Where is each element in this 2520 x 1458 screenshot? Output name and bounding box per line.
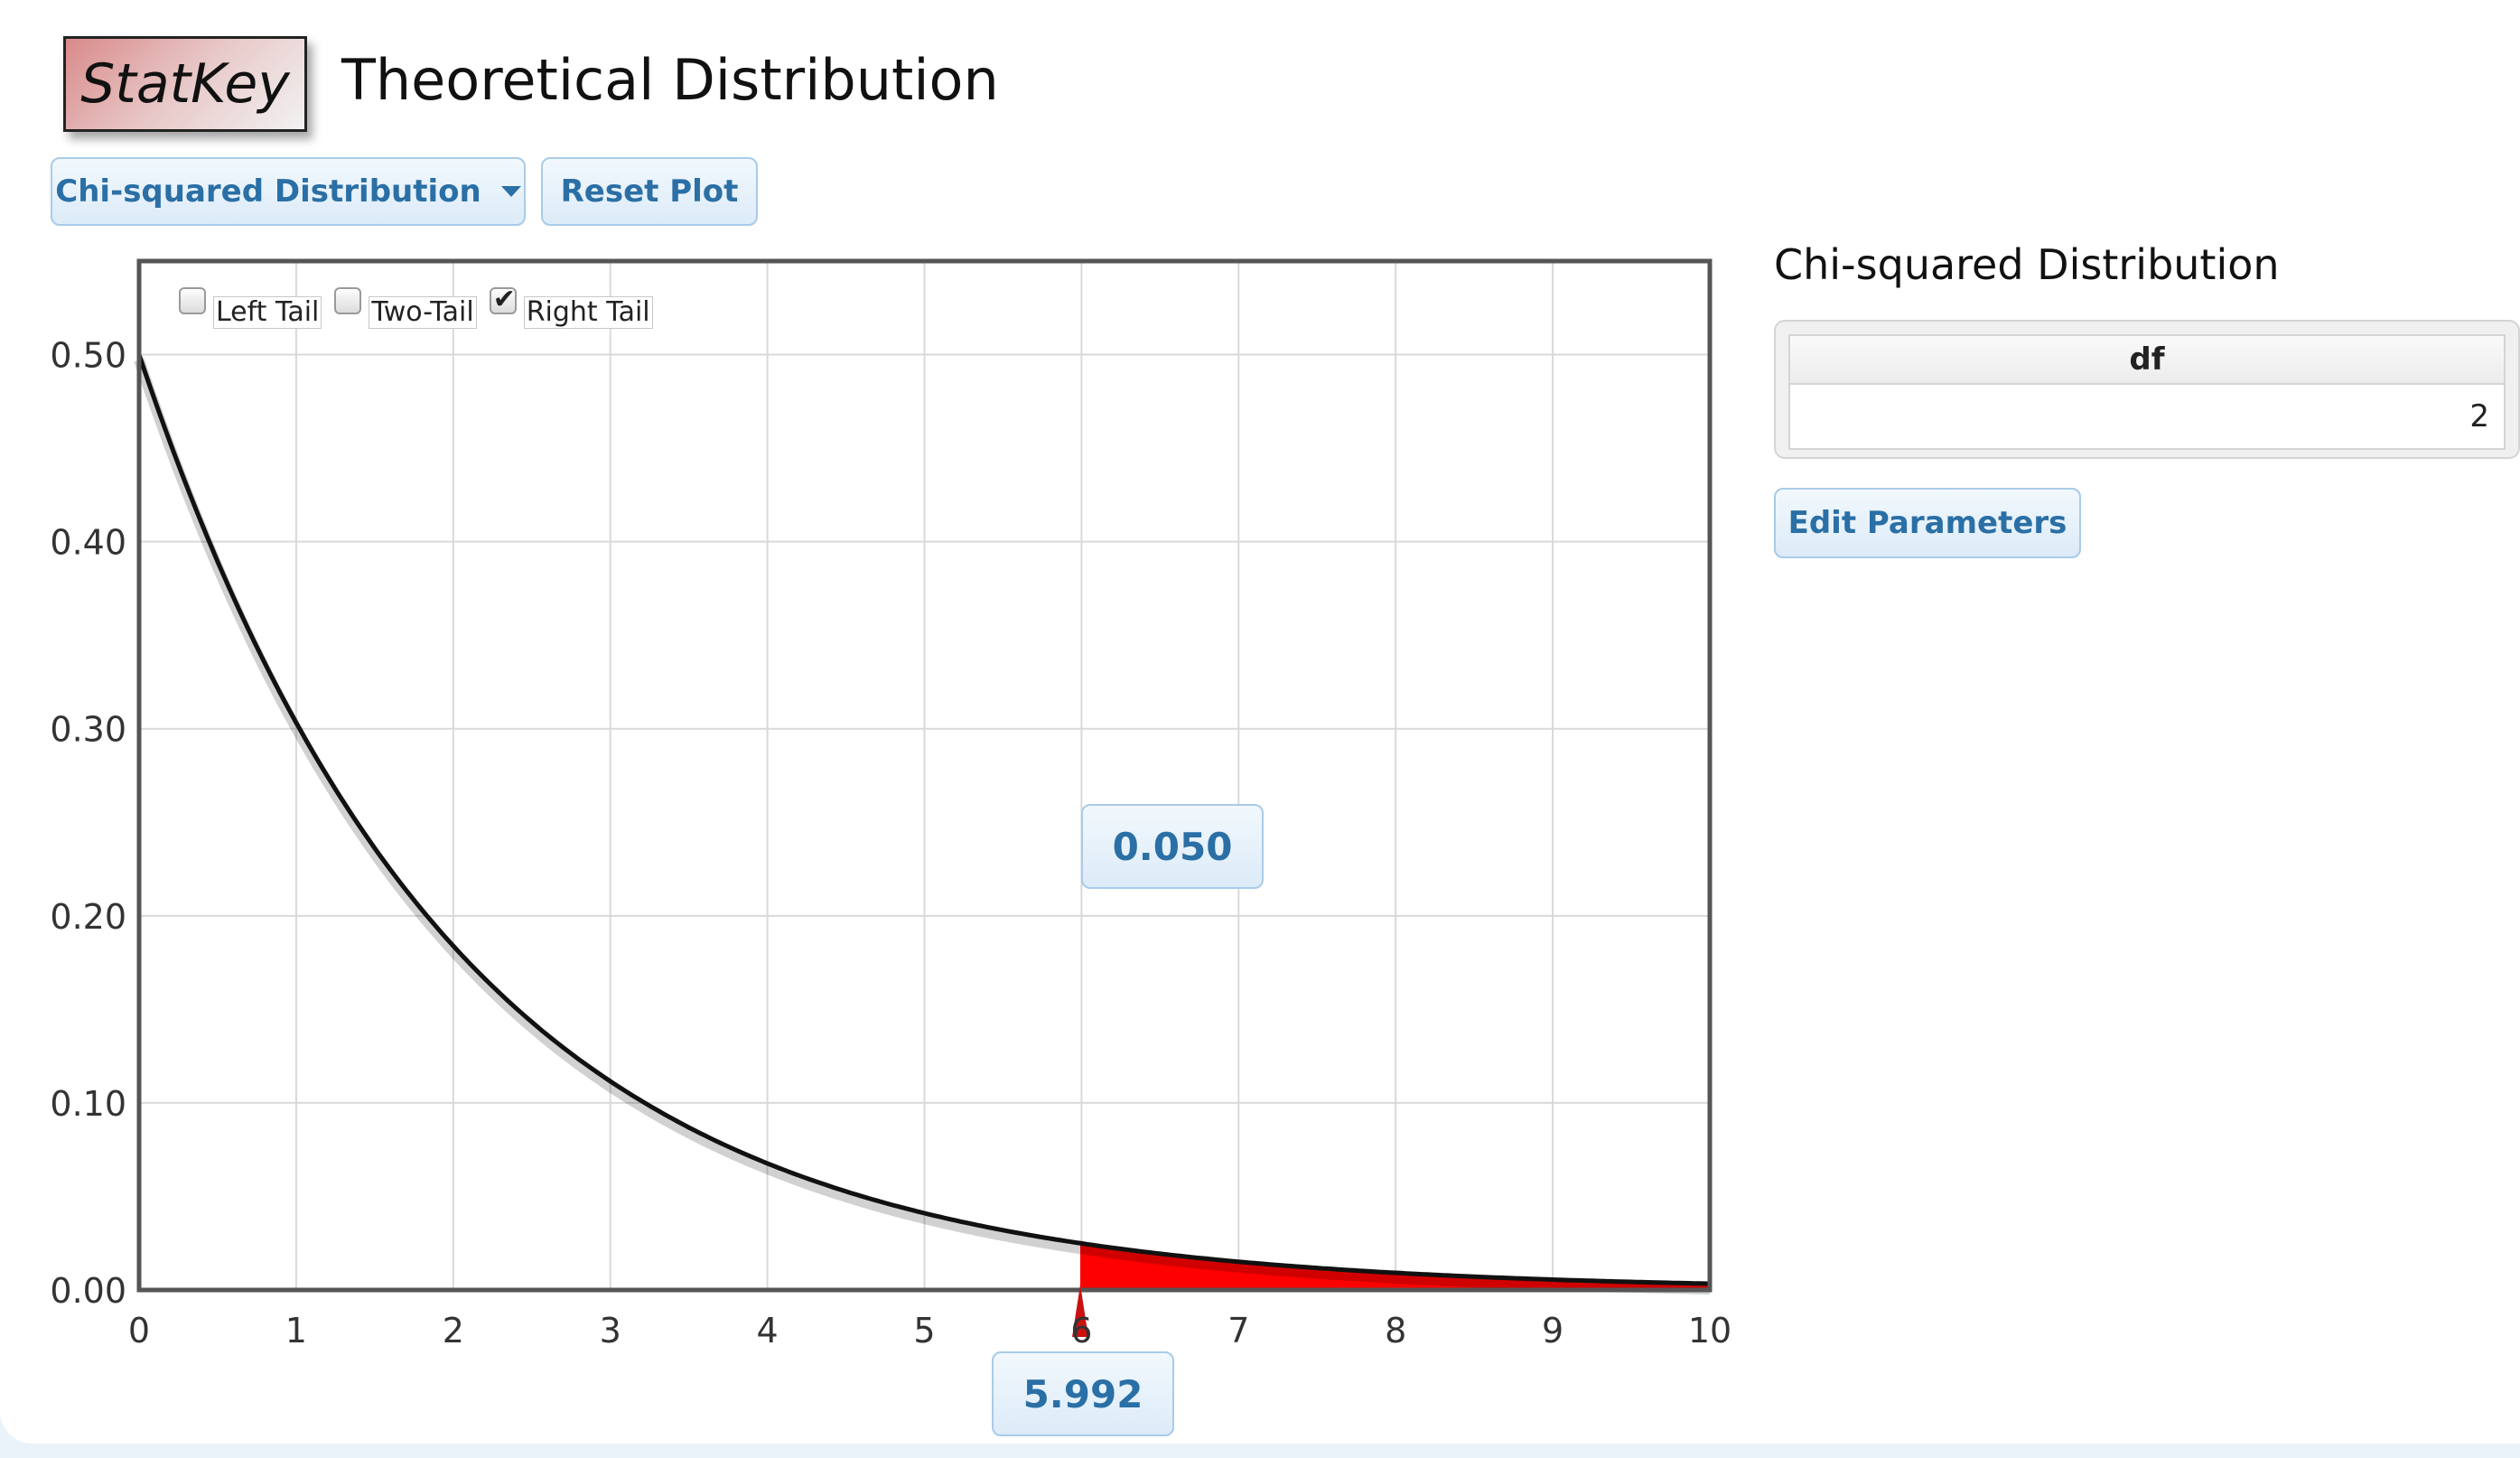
panel-title: Chi-squared Distribution [1774, 240, 2280, 289]
x-tick-label-3: 3 [600, 1311, 621, 1351]
x-tick-label-6: 6 [1070, 1311, 1092, 1351]
y-tick-label-3: 0.30 [50, 710, 126, 750]
density-curve [136, 353, 1711, 1286]
x-tick-label-7: 7 [1227, 1311, 1249, 1351]
x-tick-label-5: 5 [913, 1311, 935, 1351]
x-tick-label-0: 0 [128, 1311, 150, 1351]
reset-plot-button[interactable]: Reset Plot [541, 157, 758, 226]
x-tick-label-2: 2 [443, 1311, 464, 1351]
two-tail-checkbox[interactable] [334, 287, 362, 314]
right-tail-option[interactable]: Right Tail [489, 284, 653, 329]
distribution-dropdown[interactable]: Chi-squared Distribution [51, 157, 526, 226]
y-tick-label-2: 0.20 [50, 897, 126, 937]
x-tick-label-9: 9 [1542, 1311, 1563, 1351]
page-title: Theoretical Distribution [341, 47, 999, 113]
df-header: df [1788, 334, 2506, 385]
statkey-logo[interactable]: StatKey [63, 36, 307, 132]
y-tick-label-1: 0.10 [50, 1084, 126, 1124]
y-tick-label-0: 0.00 [50, 1271, 126, 1311]
cutoff-value[interactable]: 5.992 [992, 1351, 1174, 1436]
x-tick-label-1: 1 [285, 1311, 307, 1351]
two-tail-label: Two-Tail [369, 296, 477, 329]
parameter-table: df 2 [1788, 334, 2506, 450]
left-tail-option[interactable]: Left Tail [179, 287, 322, 329]
right-tail-label: Right Tail [523, 296, 653, 329]
tail-area-value[interactable]: 0.050 [1081, 804, 1264, 889]
x-tick-label-10: 10 [1688, 1311, 1731, 1351]
parameter-panel: df 2 [1774, 320, 2520, 459]
density-curve-shadow [134, 358, 1711, 1294]
x-tick-label-8: 8 [1385, 1311, 1406, 1351]
tail-options: Left Tail Two-Tail Right Tail [179, 284, 666, 329]
distribution-dropdown-label: Chi-squared Distribution [55, 173, 481, 210]
shaded-tail-region [1080, 1243, 1710, 1290]
y-tick-label-5: 0.50 [50, 336, 126, 376]
caret-down-icon [500, 186, 521, 197]
cutoff-marker [1072, 1285, 1089, 1337]
edit-parameters-button[interactable]: Edit Parameters [1774, 488, 2081, 558]
two-tail-option[interactable]: Two-Tail [334, 287, 477, 329]
plot-frame [136, 258, 1713, 1293]
x-tick-label-4: 4 [757, 1311, 779, 1351]
y-tick-label-4: 0.40 [50, 523, 126, 563]
logo-text: StatKey [80, 52, 290, 116]
left-tail-label: Left Tail [213, 296, 322, 329]
df-value: 2 [1788, 383, 2506, 450]
right-tail-checkbox[interactable] [489, 284, 517, 315]
left-tail-checkbox[interactable] [179, 287, 206, 314]
